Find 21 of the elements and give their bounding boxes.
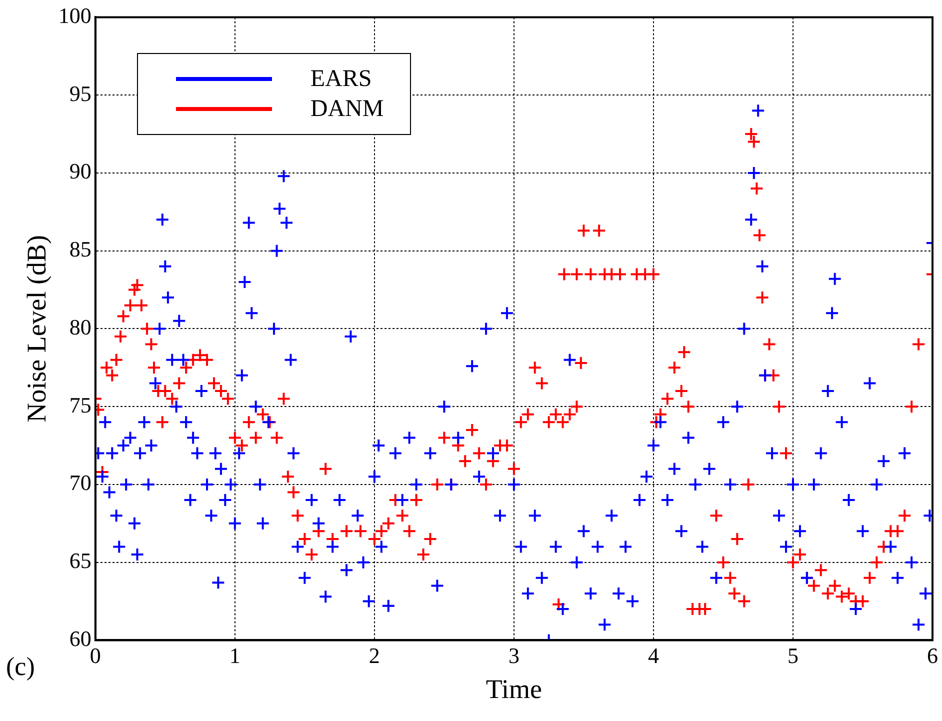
- y-axis-title: Noise Level (dB): [21, 234, 52, 422]
- y-tick-label: 60: [69, 626, 92, 651]
- x-tick-label: 0: [90, 643, 101, 668]
- y-tick-label: 65: [69, 548, 92, 574]
- y-tick-label: 75: [69, 392, 92, 418]
- x-tick-label: 5: [787, 643, 798, 668]
- legend-label: DANM: [310, 96, 384, 123]
- x-tick-label: 1: [229, 643, 240, 668]
- x-tick-label: 2: [368, 643, 380, 668]
- text: (c): [6, 652, 35, 682]
- x-tick-label: 3: [508, 643, 520, 668]
- x-axis-title: Time: [486, 674, 542, 704]
- x-tick-label: 4: [648, 643, 659, 668]
- y-tick-label: 70: [69, 470, 92, 496]
- y-tick-label: 100: [58, 2, 92, 28]
- legend-label: EARS: [310, 66, 372, 93]
- y-tick-label: 85: [69, 236, 92, 262]
- y-tick-label: 95: [69, 80, 92, 106]
- y-tick-label: 80: [69, 314, 92, 340]
- x-tick-label: 6: [927, 643, 938, 668]
- y-tick-label: 90: [69, 158, 92, 184]
